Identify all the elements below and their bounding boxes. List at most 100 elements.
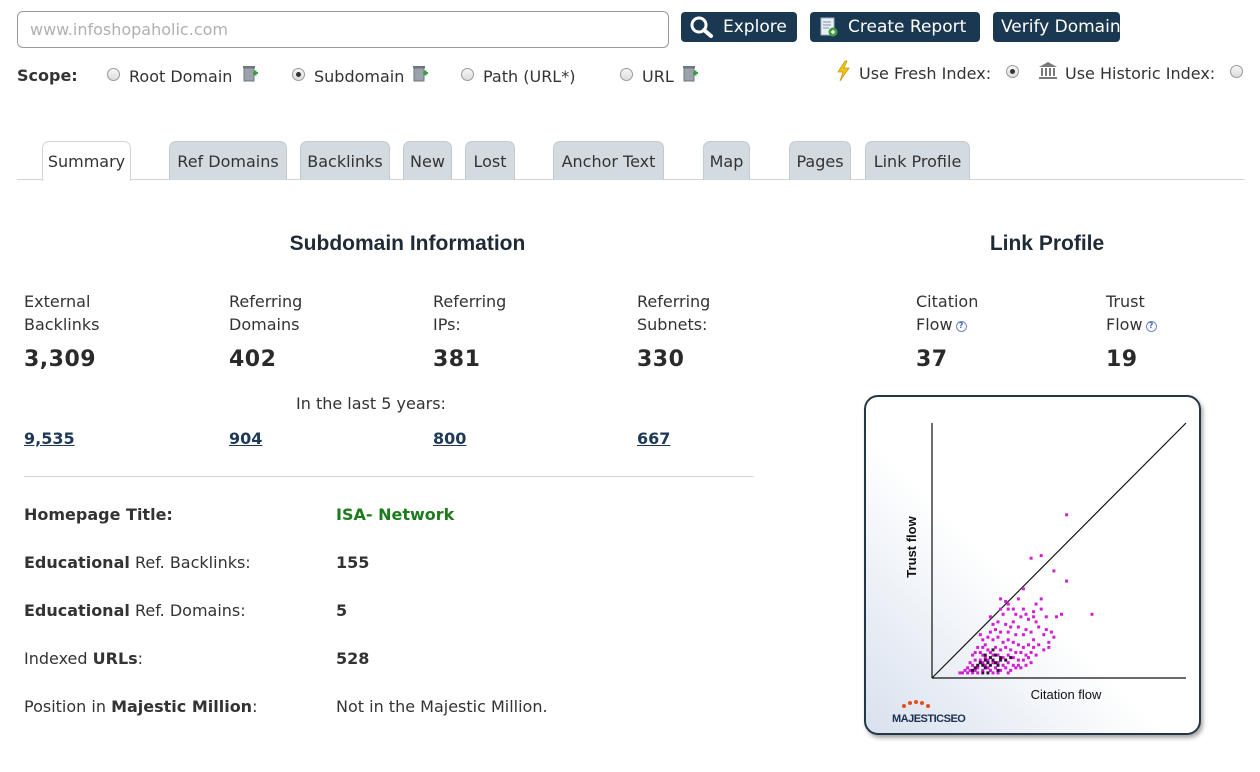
scatter-point <box>1004 600 1008 603</box>
scatter-point <box>963 668 967 672</box>
stat-value: 330 <box>637 347 685 372</box>
verify-domain-label: Verify Domain <box>1001 17 1121 37</box>
scatter-point <box>1021 645 1025 649</box>
label-pre: Position in <box>24 697 112 716</box>
scatter-point <box>1016 643 1020 647</box>
history-backlinks-link[interactable]: 9,535 <box>24 429 75 448</box>
label-post: : <box>252 697 258 716</box>
bin-add-icon[interactable] <box>682 64 698 82</box>
scope-url-radio[interactable] <box>620 68 633 81</box>
scatter-point <box>1042 648 1046 652</box>
verify-domain-button[interactable]: Verify Domain <box>993 12 1121 42</box>
label-rest: Ref. Backlinks: <box>129 553 251 572</box>
scatter-point <box>1090 612 1094 616</box>
question-circle-icon[interactable]: ? <box>955 321 967 332</box>
bin-add-icon[interactable] <box>412 64 428 82</box>
search-input[interactable] <box>17 11 669 48</box>
scatter-point <box>983 663 987 667</box>
indexed-urls-label: Indexed URLs: <box>24 649 143 668</box>
question-circle-icon[interactable]: ? <box>1145 321 1157 332</box>
history-domains-link[interactable]: 904 <box>229 429 263 448</box>
tab-label: Lost <box>473 151 507 171</box>
scatter-point <box>1004 666 1008 670</box>
tab-lost[interactable]: Lost <box>465 141 515 180</box>
scatter-point <box>1037 625 1041 629</box>
tab-anchor-text[interactable]: Anchor Text <box>553 141 664 180</box>
scatter-point <box>1009 668 1013 672</box>
scatter-point <box>1039 554 1043 558</box>
explore-button[interactable]: Explore <box>681 12 797 42</box>
scatter-point <box>983 653 987 657</box>
edu-backlinks-value: 155 <box>336 553 370 572</box>
scatter-point <box>1027 643 1030 647</box>
scatter-point <box>1006 607 1010 611</box>
scatter-point <box>1029 556 1033 560</box>
scope-path-radio[interactable] <box>461 68 474 81</box>
scatter-point <box>1037 643 1041 647</box>
scatter-point <box>1027 656 1030 660</box>
link-profile-title: Link Profile <box>989 232 1105 255</box>
scatter-point <box>1044 615 1048 619</box>
tab-pages[interactable]: Pages <box>789 141 851 180</box>
scatter-point <box>999 630 1003 634</box>
tab-link-profile[interactable]: Link Profile <box>865 141 970 180</box>
stat-label: Referring <box>637 292 711 311</box>
scatter-point <box>988 651 992 654</box>
scatter-point <box>988 656 992 660</box>
scatter-point <box>996 668 1000 672</box>
scatter-point <box>1052 569 1056 573</box>
scatter-point <box>1019 666 1023 670</box>
scatter-point <box>1019 615 1023 619</box>
scatter-point <box>966 666 970 670</box>
scatter-point <box>1029 651 1033 654</box>
tab-label: Anchor Text <box>561 151 656 171</box>
tab-new[interactable]: New <box>403 141 452 180</box>
scatter-point <box>1016 625 1020 629</box>
tab-label: Backlinks <box>307 151 383 171</box>
historic-index-radio[interactable] <box>1230 65 1243 78</box>
scatter-point <box>988 663 992 667</box>
scatter-point <box>996 653 1000 657</box>
scatter-point <box>983 656 987 660</box>
tab-backlinks[interactable]: Backlinks <box>300 141 390 180</box>
section-divider <box>24 476 754 477</box>
scope-url-label: URL <box>642 67 674 86</box>
label-bold: URLs <box>92 649 138 668</box>
scatter-point <box>1006 671 1010 675</box>
x-axis-label: Citation flow <box>1031 687 1102 702</box>
scatter-point <box>1034 602 1038 606</box>
history-ips-link[interactable]: 800 <box>433 429 467 448</box>
scatter-point <box>981 661 985 665</box>
scatter-point <box>1055 615 1058 619</box>
scatter-point <box>981 638 985 642</box>
scatter-point <box>1021 607 1025 611</box>
stat-label: External <box>24 292 91 311</box>
fresh-index-radio[interactable] <box>1006 65 1019 78</box>
stat-label-text: Flow <box>916 315 953 334</box>
scatter-point <box>1029 661 1033 665</box>
stat-label: Subnets: <box>637 315 708 334</box>
scatter-point <box>1016 658 1020 662</box>
scatter-point <box>1027 617 1030 621</box>
scatter-point <box>981 668 985 672</box>
majestic-million-label: Position in Majestic Million: <box>24 697 257 716</box>
create-report-button[interactable]: Create Report <box>810 12 980 42</box>
scatter-point <box>991 648 995 652</box>
scatter-point <box>1011 663 1015 667</box>
scope-root-domain-radio[interactable] <box>107 68 120 81</box>
scope-subdomain-radio[interactable] <box>292 68 305 81</box>
bin-add-icon[interactable] <box>242 64 258 82</box>
bank-icon <box>1039 62 1057 79</box>
scatter-point <box>1006 602 1010 606</box>
fresh-index-label: Use Fresh Index: <box>859 64 992 83</box>
explore-label: Explore <box>723 17 787 37</box>
tab-summary[interactable]: Summary <box>42 141 131 181</box>
tab-ref-domains[interactable]: Ref Domains <box>169 141 287 180</box>
history-subnets-link[interactable]: 667 <box>637 429 671 448</box>
scatter-point <box>986 635 990 639</box>
scatter-point <box>1014 633 1018 637</box>
scatter-point <box>1006 661 1010 665</box>
scatter-point <box>1024 628 1028 632</box>
scatter-point <box>1009 656 1013 660</box>
tab-map[interactable]: Map <box>703 141 750 180</box>
